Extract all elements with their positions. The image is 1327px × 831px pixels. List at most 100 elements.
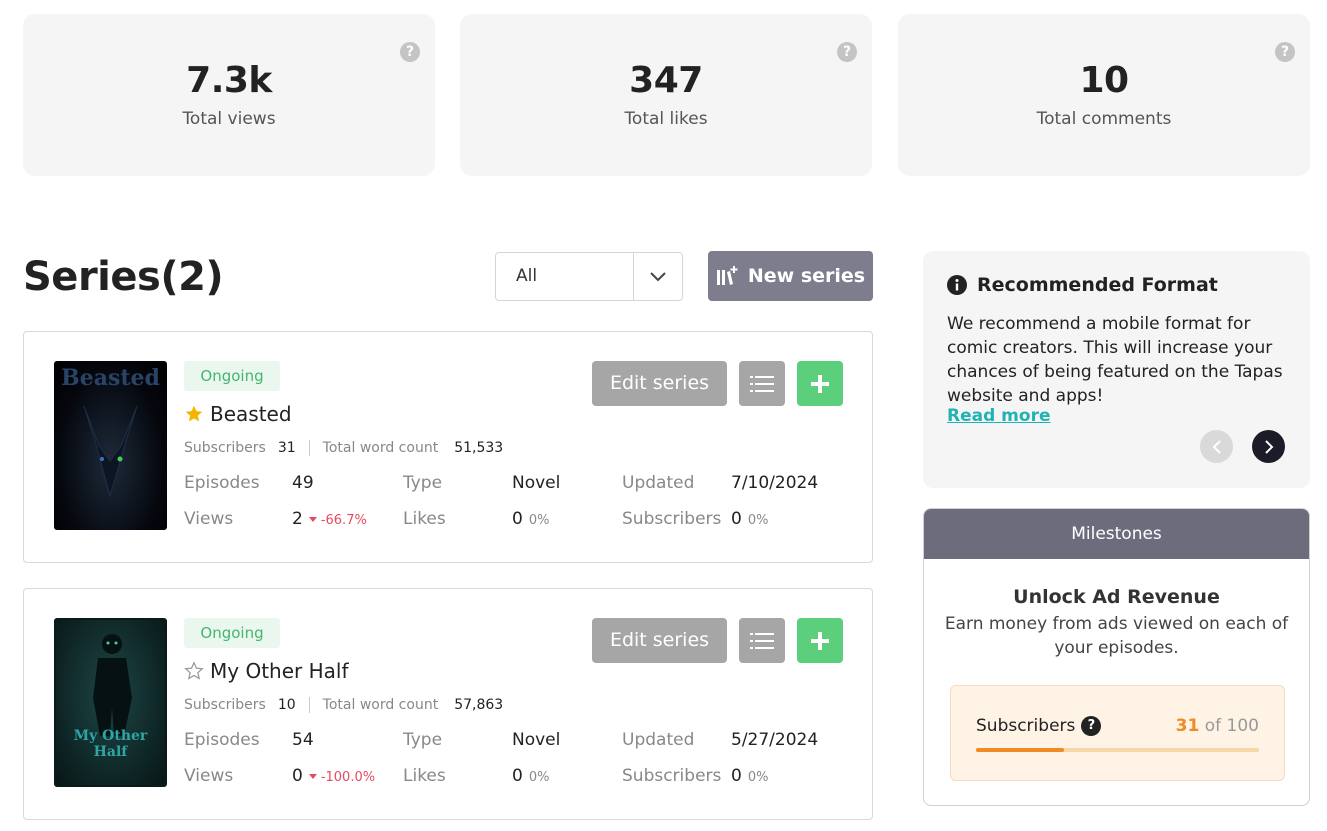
stat-value: 347 xyxy=(629,60,703,101)
views-stat: 0 -100.0% xyxy=(292,766,375,786)
subscribers-label: Subscribers xyxy=(184,440,266,456)
word-count-value: 51,533 xyxy=(454,440,504,456)
milestones-header: Milestones xyxy=(924,509,1309,559)
stat-value: 7.3k xyxy=(186,60,272,101)
carousel-prev-button[interactable] xyxy=(1200,430,1233,463)
word-count-label: Total word count xyxy=(322,440,439,456)
add-episode-button[interactable] xyxy=(797,361,843,406)
milestones-card: Milestones Unlock Ad Revenue Earn money … xyxy=(923,508,1310,806)
milestone-metric: Subscribers ? xyxy=(976,716,1102,736)
episodes-value: 49 xyxy=(292,473,314,493)
divider xyxy=(308,697,310,713)
word-count-value: 57,863 xyxy=(454,697,504,713)
series-name-row: My Other Half xyxy=(184,659,349,683)
likes-label: Likes xyxy=(403,766,446,786)
wolf-artwork xyxy=(83,405,138,498)
recommended-body: We recommend a mobile format for comic c… xyxy=(947,314,1283,406)
word-count-label: Total word count xyxy=(322,697,439,713)
series-card: Beasted Ongoing Beasted Subscribers 31 T… xyxy=(23,331,873,563)
subscribers-value: 10 xyxy=(277,697,296,713)
plus-icon xyxy=(811,374,829,393)
series-name[interactable]: Beasted xyxy=(210,402,292,426)
info-icon xyxy=(947,275,967,295)
updated-label: Updated xyxy=(622,473,695,493)
series-cover[interactable]: Beasted xyxy=(54,361,167,530)
help-icon[interactable]: ? xyxy=(837,42,857,62)
stat-card-views: ? 7.3k Total views xyxy=(23,14,435,176)
stat-card-comments: ? 10 Total comments xyxy=(898,14,1310,176)
milestone-target: of 100 xyxy=(1204,716,1259,736)
subs-delta: 0% xyxy=(747,770,769,785)
milestone-progress-fill xyxy=(976,748,1064,752)
updated-value: 7/10/2024 xyxy=(731,473,819,493)
recommended-header: Recommended Format xyxy=(947,274,1218,296)
series-name[interactable]: My Other Half xyxy=(210,659,349,683)
episodes-value: 54 xyxy=(292,730,314,750)
subs-stat: 0 0% xyxy=(731,766,768,786)
episodes-label: Episodes xyxy=(184,730,260,750)
series-filter-select[interactable]: All xyxy=(495,252,683,301)
series-cover[interactable]: My Other Half xyxy=(54,618,167,787)
library-add-icon xyxy=(716,266,738,285)
views-delta: -66.7% xyxy=(308,513,367,528)
recommended-format-card: Recommended Format We recommend a mobile… xyxy=(923,251,1310,488)
trend-down-icon xyxy=(308,774,317,779)
episodes-label: Episodes xyxy=(184,473,260,493)
cover-title: My Other Half xyxy=(73,728,148,760)
divider xyxy=(308,440,310,456)
list-icon xyxy=(750,375,774,392)
stat-card-likes: ? 347 Total likes xyxy=(460,14,872,176)
views-delta: -100.0% xyxy=(308,770,375,785)
star-outline-icon[interactable] xyxy=(184,661,204,681)
cover-title: Beasted xyxy=(61,365,160,391)
episode-list-button[interactable] xyxy=(739,618,785,663)
likes-stat: 0 0% xyxy=(512,509,549,529)
milestone-current: 31 xyxy=(1175,716,1200,736)
read-more-link[interactable]: Read more xyxy=(947,406,1051,426)
likes-delta: 0% xyxy=(528,770,550,785)
new-series-button[interactable]: New series xyxy=(708,251,873,301)
stat-label: Total likes xyxy=(624,109,708,129)
views-label: Views xyxy=(184,509,234,529)
edit-series-button[interactable]: Edit series xyxy=(592,618,727,663)
add-episode-button[interactable] xyxy=(797,618,843,663)
help-icon[interactable]: ? xyxy=(1275,42,1295,62)
star-filled-icon[interactable] xyxy=(184,404,204,424)
recommended-title: Recommended Format xyxy=(977,274,1218,296)
likes-value: 0 xyxy=(512,766,523,786)
type-label: Type xyxy=(403,473,443,493)
type-value: Novel xyxy=(512,473,561,493)
likes-delta: 0% xyxy=(528,513,550,528)
filter-selected-value: All xyxy=(496,253,634,300)
status-badge: Ongoing xyxy=(184,618,280,648)
milestone-count: 31 of 100 xyxy=(1176,716,1259,736)
episode-list-button[interactable] xyxy=(739,361,785,406)
series-card: My Other Half Ongoing My Other Half Subs… xyxy=(23,588,873,820)
chevron-down-icon[interactable] xyxy=(634,253,682,300)
new-series-label: New series xyxy=(747,265,866,287)
subscribers-value: 31 xyxy=(277,440,296,456)
type-value: Novel xyxy=(512,730,561,750)
help-icon[interactable]: ? xyxy=(400,42,420,62)
carousel-next-button[interactable] xyxy=(1252,430,1285,463)
milestone-progress-box: Subscribers ? 31 of 100 xyxy=(950,685,1285,781)
milestone-progress-track xyxy=(976,748,1259,752)
figure-artwork xyxy=(93,634,132,736)
stat-label: Total views xyxy=(182,109,276,129)
subscribers-label: Subscribers xyxy=(184,697,266,713)
plus-icon xyxy=(811,631,829,650)
likes-label: Likes xyxy=(403,509,446,529)
subs-label: Subscribers xyxy=(622,509,722,529)
subs-label: Subscribers xyxy=(622,766,722,786)
stat-value: 10 xyxy=(1079,60,1129,101)
help-icon[interactable]: ? xyxy=(1081,716,1102,736)
likes-value: 0 xyxy=(512,509,523,529)
subs-stat: 0 0% xyxy=(731,509,768,529)
views-label: Views xyxy=(184,766,234,786)
views-delta-value: -66.7% xyxy=(320,513,367,528)
subs-value: 0 xyxy=(731,509,742,529)
views-stat: 2 -66.7% xyxy=(292,509,367,529)
trend-down-icon xyxy=(308,517,317,522)
updated-value: 5/27/2024 xyxy=(731,730,819,750)
edit-series-button[interactable]: Edit series xyxy=(592,361,727,406)
